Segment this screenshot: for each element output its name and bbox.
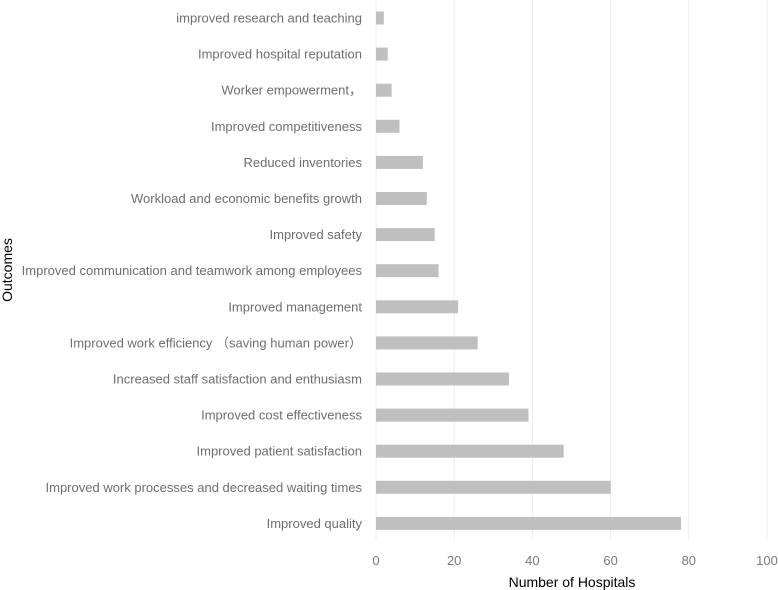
- x-axis-title: Number of Hospitals: [509, 574, 636, 590]
- category-label: improved research and teaching: [176, 11, 362, 26]
- category-label: Improved cost effectiveness: [201, 408, 362, 423]
- bar-8: [376, 300, 459, 314]
- category-label: Worker empowerment，: [221, 83, 362, 98]
- category-label: Improved work efficiency （saving human p…: [70, 335, 362, 350]
- category-label: Workload and economic benefits growth: [131, 191, 362, 206]
- bar-10: [376, 372, 509, 386]
- bar-0: [376, 11, 384, 25]
- bar-7: [376, 264, 439, 278]
- category-label: Improved work processes and decreased wa…: [46, 480, 363, 495]
- category-label: Improved competitiveness: [211, 119, 363, 134]
- bar-3: [376, 119, 400, 133]
- bar-14: [376, 516, 681, 530]
- category-label: Improved communication and teamwork amon…: [22, 263, 363, 278]
- x-tick-label: 60: [603, 553, 617, 568]
- x-tick-labels: 0 20 40 60 80 100: [372, 553, 777, 568]
- bar-series: [376, 11, 681, 530]
- category-label: Improved management: [228, 299, 362, 314]
- x-tick-label: 100: [756, 553, 778, 568]
- x-tick-label: 40: [525, 553, 539, 568]
- y-axis-title: Outcomes: [0, 238, 15, 302]
- x-tick-label: 80: [682, 553, 696, 568]
- bar-5: [376, 192, 427, 205]
- category-labels: improved research and teaching Improved h…: [22, 11, 363, 531]
- x-tick-label: 0: [372, 553, 379, 568]
- category-label: Improved safety: [270, 227, 363, 242]
- bar-13: [376, 480, 611, 494]
- bar-2: [376, 83, 392, 97]
- category-label: Reduced inventories: [243, 155, 362, 170]
- category-label: Improved quality: [267, 516, 363, 531]
- x-tick-label: 20: [447, 553, 461, 568]
- category-label: Improved hospital reputation: [198, 47, 362, 62]
- bar-4: [376, 155, 423, 169]
- bar-9: [376, 336, 478, 350]
- category-label: Improved patient satisfaction: [197, 444, 362, 459]
- category-label: Increased staff satisfaction and enthusi…: [113, 372, 362, 387]
- bar-1: [376, 47, 388, 61]
- bar-6: [376, 228, 435, 242]
- bar-12: [376, 444, 564, 458]
- bar-11: [376, 408, 529, 422]
